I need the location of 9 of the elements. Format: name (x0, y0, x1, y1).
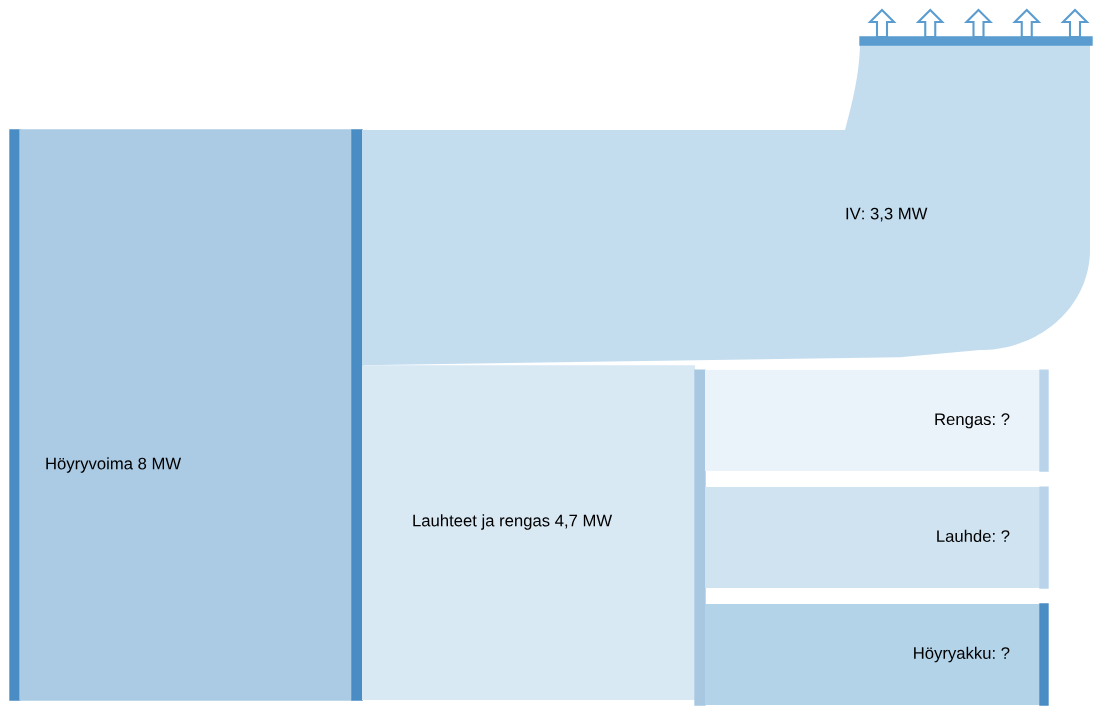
category-label: IV (846, 207, 861, 220)
category-label: Höyryvoima (46, 457, 133, 473)
category-label: Lauhteet ja rengas (413, 514, 550, 530)
data-label: 4,7 MW (555, 514, 613, 529)
text: Lauhde: ? (937, 529, 1010, 543)
text: Rengas: ? (935, 413, 1010, 429)
text: Höyryakku: ? (914, 646, 1010, 663)
data-label: : 3,3 MW (862, 207, 928, 222)
data-label: 8 MW (138, 457, 182, 470)
